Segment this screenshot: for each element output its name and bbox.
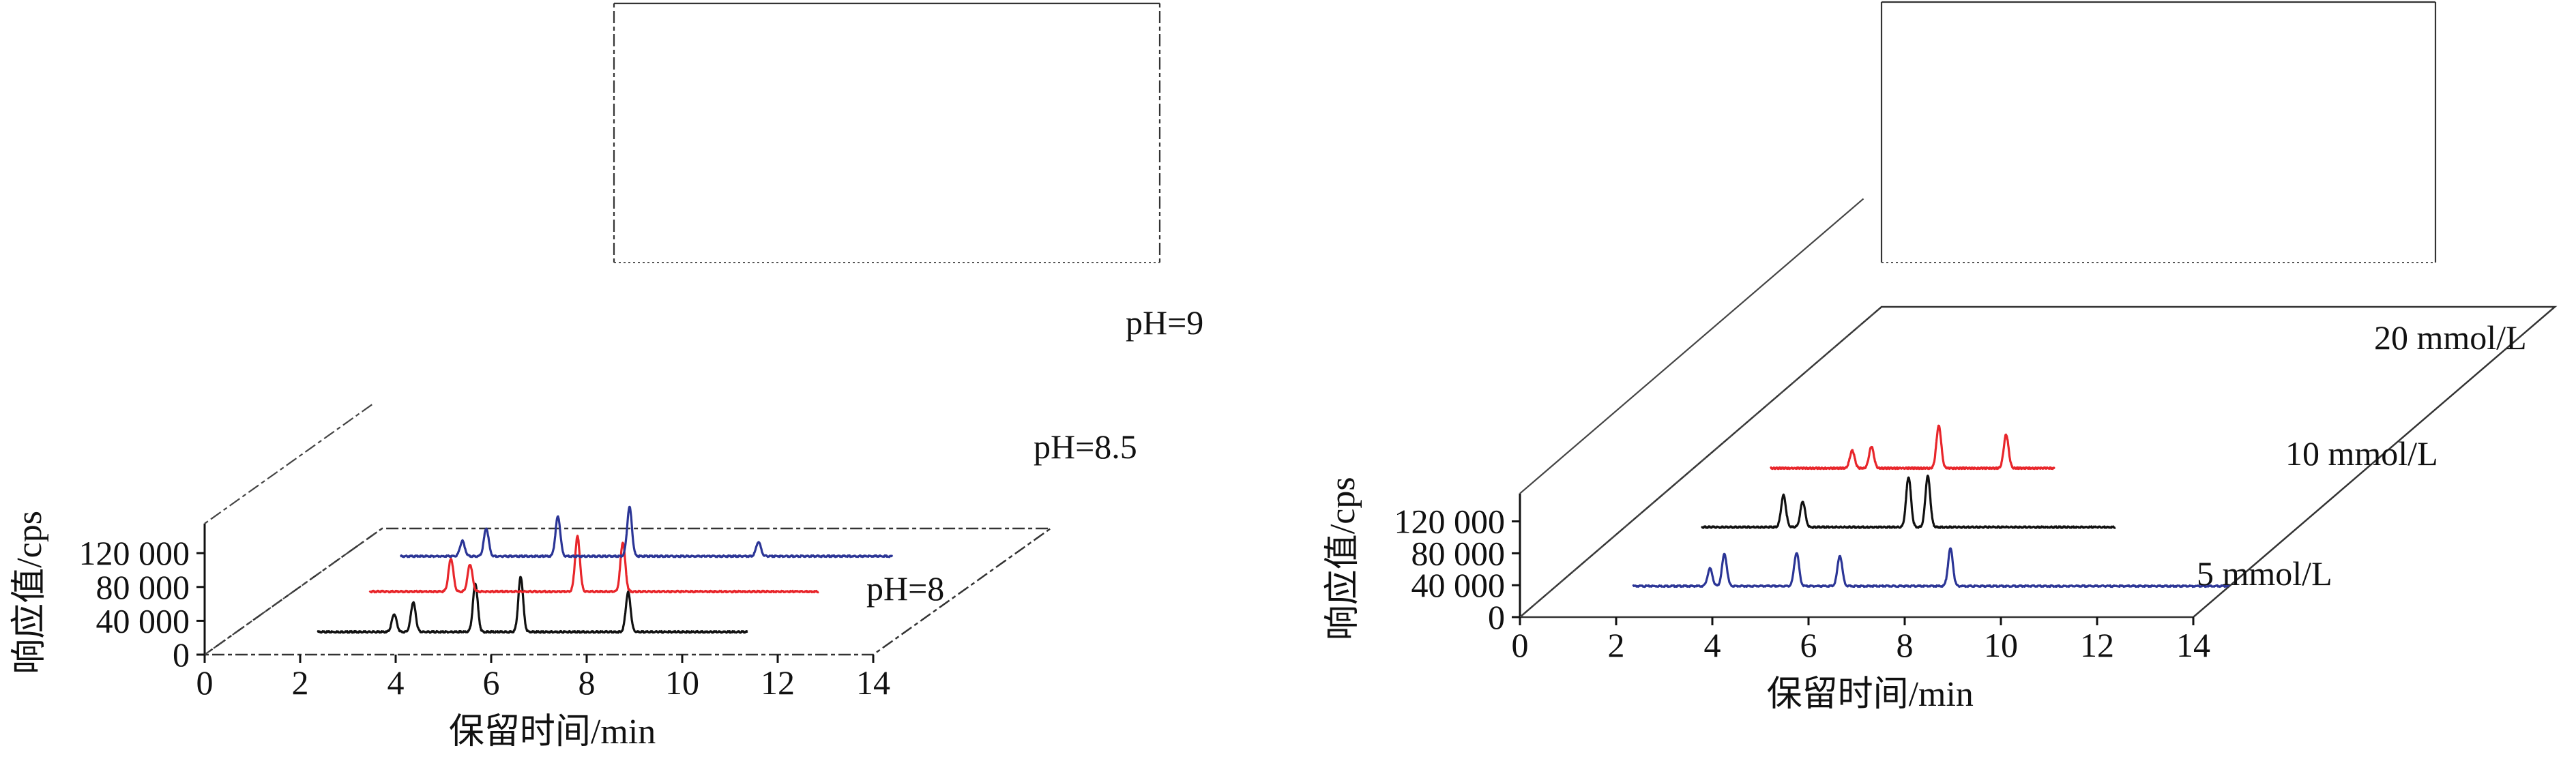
x-tick-label: 10 xyxy=(665,663,699,702)
x-tick-label: 2 xyxy=(292,663,309,702)
depth-axis-line xyxy=(204,528,383,655)
series-label: pH=8.5 xyxy=(1034,428,1137,466)
depth-axis-line xyxy=(1519,306,1882,618)
series-line-ph-8-5 xyxy=(368,535,820,594)
series-line-10-mmol-l xyxy=(1701,475,2116,529)
x-tick-label: 12 xyxy=(2080,626,2114,664)
x-tick-label: 6 xyxy=(483,663,500,702)
y-tick-label: 120 000 xyxy=(79,534,190,572)
floor-plane xyxy=(1517,305,2558,618)
y-tick-label: 0 xyxy=(1488,598,1505,636)
x-tick-label: 0 xyxy=(196,663,214,702)
series-label: 10 mmol/L xyxy=(2285,434,2438,473)
x-axis-label: 保留时间/min xyxy=(1767,675,1974,714)
x-tick-label: 4 xyxy=(1704,626,1721,664)
y-axis-label: 响应值/cps xyxy=(10,511,49,674)
y-tick-label: 120 000 xyxy=(1394,503,1506,541)
series-label: pH=8 xyxy=(866,569,944,608)
series-label: 5 mmol/L xyxy=(2197,554,2332,593)
y-tick-label: 0 xyxy=(173,636,190,674)
y-tick-label: 40 000 xyxy=(96,601,190,640)
x-tick-label: 14 xyxy=(2176,626,2210,664)
left-wall-top-edge xyxy=(204,403,374,524)
x-tick-label: 14 xyxy=(856,663,890,702)
x-tick-label: 8 xyxy=(579,663,596,702)
x-tick-label: 2 xyxy=(1608,626,1625,664)
y-axis-label: 响应值/cps xyxy=(1323,477,1362,640)
x-tick-label: 10 xyxy=(1984,626,2018,664)
y-tick-label: 40 000 xyxy=(1411,566,1506,604)
series-label: pH=9 xyxy=(1126,303,1203,342)
series-line-ph-8 xyxy=(317,576,748,634)
x-tick-label: 4 xyxy=(387,663,405,702)
x-tick-label: 8 xyxy=(1897,626,1914,664)
y-tick-label: 80 000 xyxy=(96,568,190,606)
x-axis-label: 保留时间/min xyxy=(449,713,656,751)
series-label: 20 mmol/L xyxy=(2374,318,2527,357)
floor-plane xyxy=(202,527,1053,656)
x-tick-label: 12 xyxy=(761,663,795,702)
left-wall-top-edge xyxy=(1519,198,1864,494)
x-tick-label: 0 xyxy=(1512,626,1529,664)
series-line-5-mmol-l xyxy=(1632,547,2230,588)
x-tick-label: 6 xyxy=(1800,626,1817,664)
series-line-20-mmol-l xyxy=(1769,424,2055,471)
series-line-ph-9 xyxy=(399,505,894,558)
y-tick-label: 80 000 xyxy=(1411,534,1506,572)
